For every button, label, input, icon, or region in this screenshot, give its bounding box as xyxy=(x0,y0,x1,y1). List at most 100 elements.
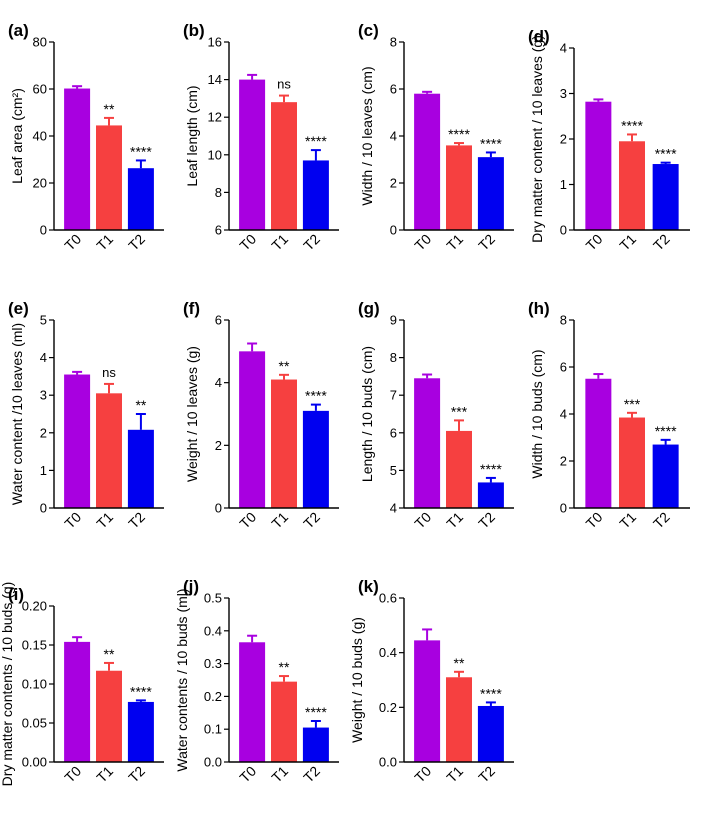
x-tick-label: T1 xyxy=(268,509,291,532)
y-tick-label: 4 xyxy=(560,41,567,56)
significance-label: **** xyxy=(480,685,502,701)
y-tick-label: 10 xyxy=(208,147,222,162)
x-tick-label: T1 xyxy=(443,231,466,254)
x-tick-label: T0 xyxy=(411,763,434,786)
bar xyxy=(477,157,504,230)
bar xyxy=(652,164,679,230)
significance-label: **** xyxy=(448,126,470,142)
bar xyxy=(239,642,266,762)
y-tick-label: 4 xyxy=(390,501,397,516)
y-tick-label: 4 xyxy=(215,375,222,390)
significance-label: **** xyxy=(130,683,152,699)
y-tick-label: 5 xyxy=(390,463,397,478)
bar xyxy=(302,410,329,508)
significance-label: **** xyxy=(655,146,677,162)
bar xyxy=(302,160,329,230)
x-tick-label: T1 xyxy=(616,509,639,532)
x-tick-label: T1 xyxy=(93,509,116,532)
y-tick-label: 3 xyxy=(560,86,567,101)
significance-label: **** xyxy=(621,117,643,133)
significance-label: ** xyxy=(279,659,290,675)
panel-label: (d) xyxy=(528,27,550,46)
y-tick-label: 4 xyxy=(390,129,397,144)
significance-label: **** xyxy=(305,704,327,720)
y-tick-label: 6 xyxy=(215,313,222,328)
bar xyxy=(477,705,504,762)
y-tick-label: 0 xyxy=(40,223,47,238)
y-tick-label: 1 xyxy=(40,463,47,478)
y-tick-label: 0.00 xyxy=(22,755,47,770)
y-tick-label: 0 xyxy=(390,223,397,238)
y-tick-label: 0 xyxy=(560,501,567,516)
significance-label: ** xyxy=(279,358,290,374)
bar xyxy=(302,727,329,762)
significance-label: ** xyxy=(104,646,115,662)
x-tick-label: T1 xyxy=(443,509,466,532)
bar xyxy=(446,145,472,230)
y-tick-label: 12 xyxy=(208,110,222,125)
y-tick-label: 8 xyxy=(390,350,397,365)
panel-d: (d)Dry matter content / 10 leaves (g) 0 1 2… xyxy=(528,27,690,254)
y-tick-label: 0.3 xyxy=(204,656,222,671)
x-tick-label: T0 xyxy=(236,231,259,254)
y-tick-label: 0.2 xyxy=(379,700,397,715)
panel-h: (h) Width / 10 buds (cm) 0 2 4 6 8 T0 *** T1 **** T… xyxy=(528,299,690,532)
significance-label: ** xyxy=(135,397,146,413)
x-tick-label: T2 xyxy=(650,509,673,532)
bar xyxy=(619,417,645,508)
significance-label: **** xyxy=(655,423,677,439)
panel-label: (e) xyxy=(8,299,29,318)
y-tick-label: 0.15 xyxy=(22,638,47,653)
x-tick-label: T1 xyxy=(268,231,291,254)
y-axis-label: Water content /10 leaves (ml) xyxy=(9,323,25,505)
significance-label: **** xyxy=(305,133,327,149)
y-tick-label: 2 xyxy=(40,425,47,440)
significance-label: **** xyxy=(480,461,502,477)
y-tick-label: 7 xyxy=(390,388,397,403)
x-tick-label: T2 xyxy=(125,231,148,254)
bar xyxy=(239,351,266,508)
bar xyxy=(414,93,441,230)
bar xyxy=(127,429,154,508)
panel-g: (g) Length / 10 buds (cm) 4 5 6 7 8 9 T0 *** T1 ***… xyxy=(358,299,514,532)
panel-e: (e) Water content /10 leaves (ml) 0 1 2 3 4 5 T0… xyxy=(8,299,164,532)
x-tick-label: T2 xyxy=(475,231,498,254)
y-axis-label: Leaf length (cm) xyxy=(184,85,200,186)
panel-label: (h) xyxy=(528,299,550,318)
y-tick-label: 6 xyxy=(560,360,567,375)
y-axis-label: Water contents / 10 buds (ml) xyxy=(174,588,190,771)
significance-label: **** xyxy=(130,143,152,159)
x-tick-label: T0 xyxy=(61,763,84,786)
panel-c: (c) Width / 10 leaves (cm) 0 2 4 6 8 T0 **** T1 **… xyxy=(358,21,514,254)
panel-label: (f) xyxy=(183,299,200,318)
y-tick-label: 4 xyxy=(40,350,47,365)
bar xyxy=(585,378,612,508)
significance-label: ns xyxy=(277,77,291,92)
y-axis-label: Width / 10 leaves (cm) xyxy=(359,66,375,205)
y-axis-label: Weight / 10 buds (g) xyxy=(349,617,365,743)
x-tick-label: T0 xyxy=(236,763,259,786)
significance-label: ** xyxy=(454,655,465,671)
x-tick-label: T0 xyxy=(583,231,606,254)
significance-label: **** xyxy=(305,388,327,404)
panel-label: (b) xyxy=(183,21,205,40)
bar xyxy=(96,393,122,508)
y-tick-label: 0.2 xyxy=(204,689,222,704)
y-tick-label: 0.4 xyxy=(204,623,222,638)
y-tick-label: 2 xyxy=(560,454,567,469)
y-axis-label: Weight / 10 leaves (g) xyxy=(184,346,200,482)
significance-label: *** xyxy=(451,403,468,419)
y-axis-label: Leaf area (cm²) xyxy=(9,88,25,184)
y-tick-label: 8 xyxy=(215,185,222,200)
x-tick-label: T2 xyxy=(300,509,323,532)
y-axis-label: Length / 10 buds (cm) xyxy=(359,346,375,482)
y-tick-label: 0.5 xyxy=(204,591,222,606)
y-tick-label: 0 xyxy=(40,501,47,516)
x-tick-label: T0 xyxy=(411,231,434,254)
bar xyxy=(446,677,472,762)
bar xyxy=(271,681,297,762)
x-tick-label: T1 xyxy=(616,231,639,254)
y-tick-label: 16 xyxy=(208,35,222,50)
y-tick-label: 0.0 xyxy=(379,755,397,770)
